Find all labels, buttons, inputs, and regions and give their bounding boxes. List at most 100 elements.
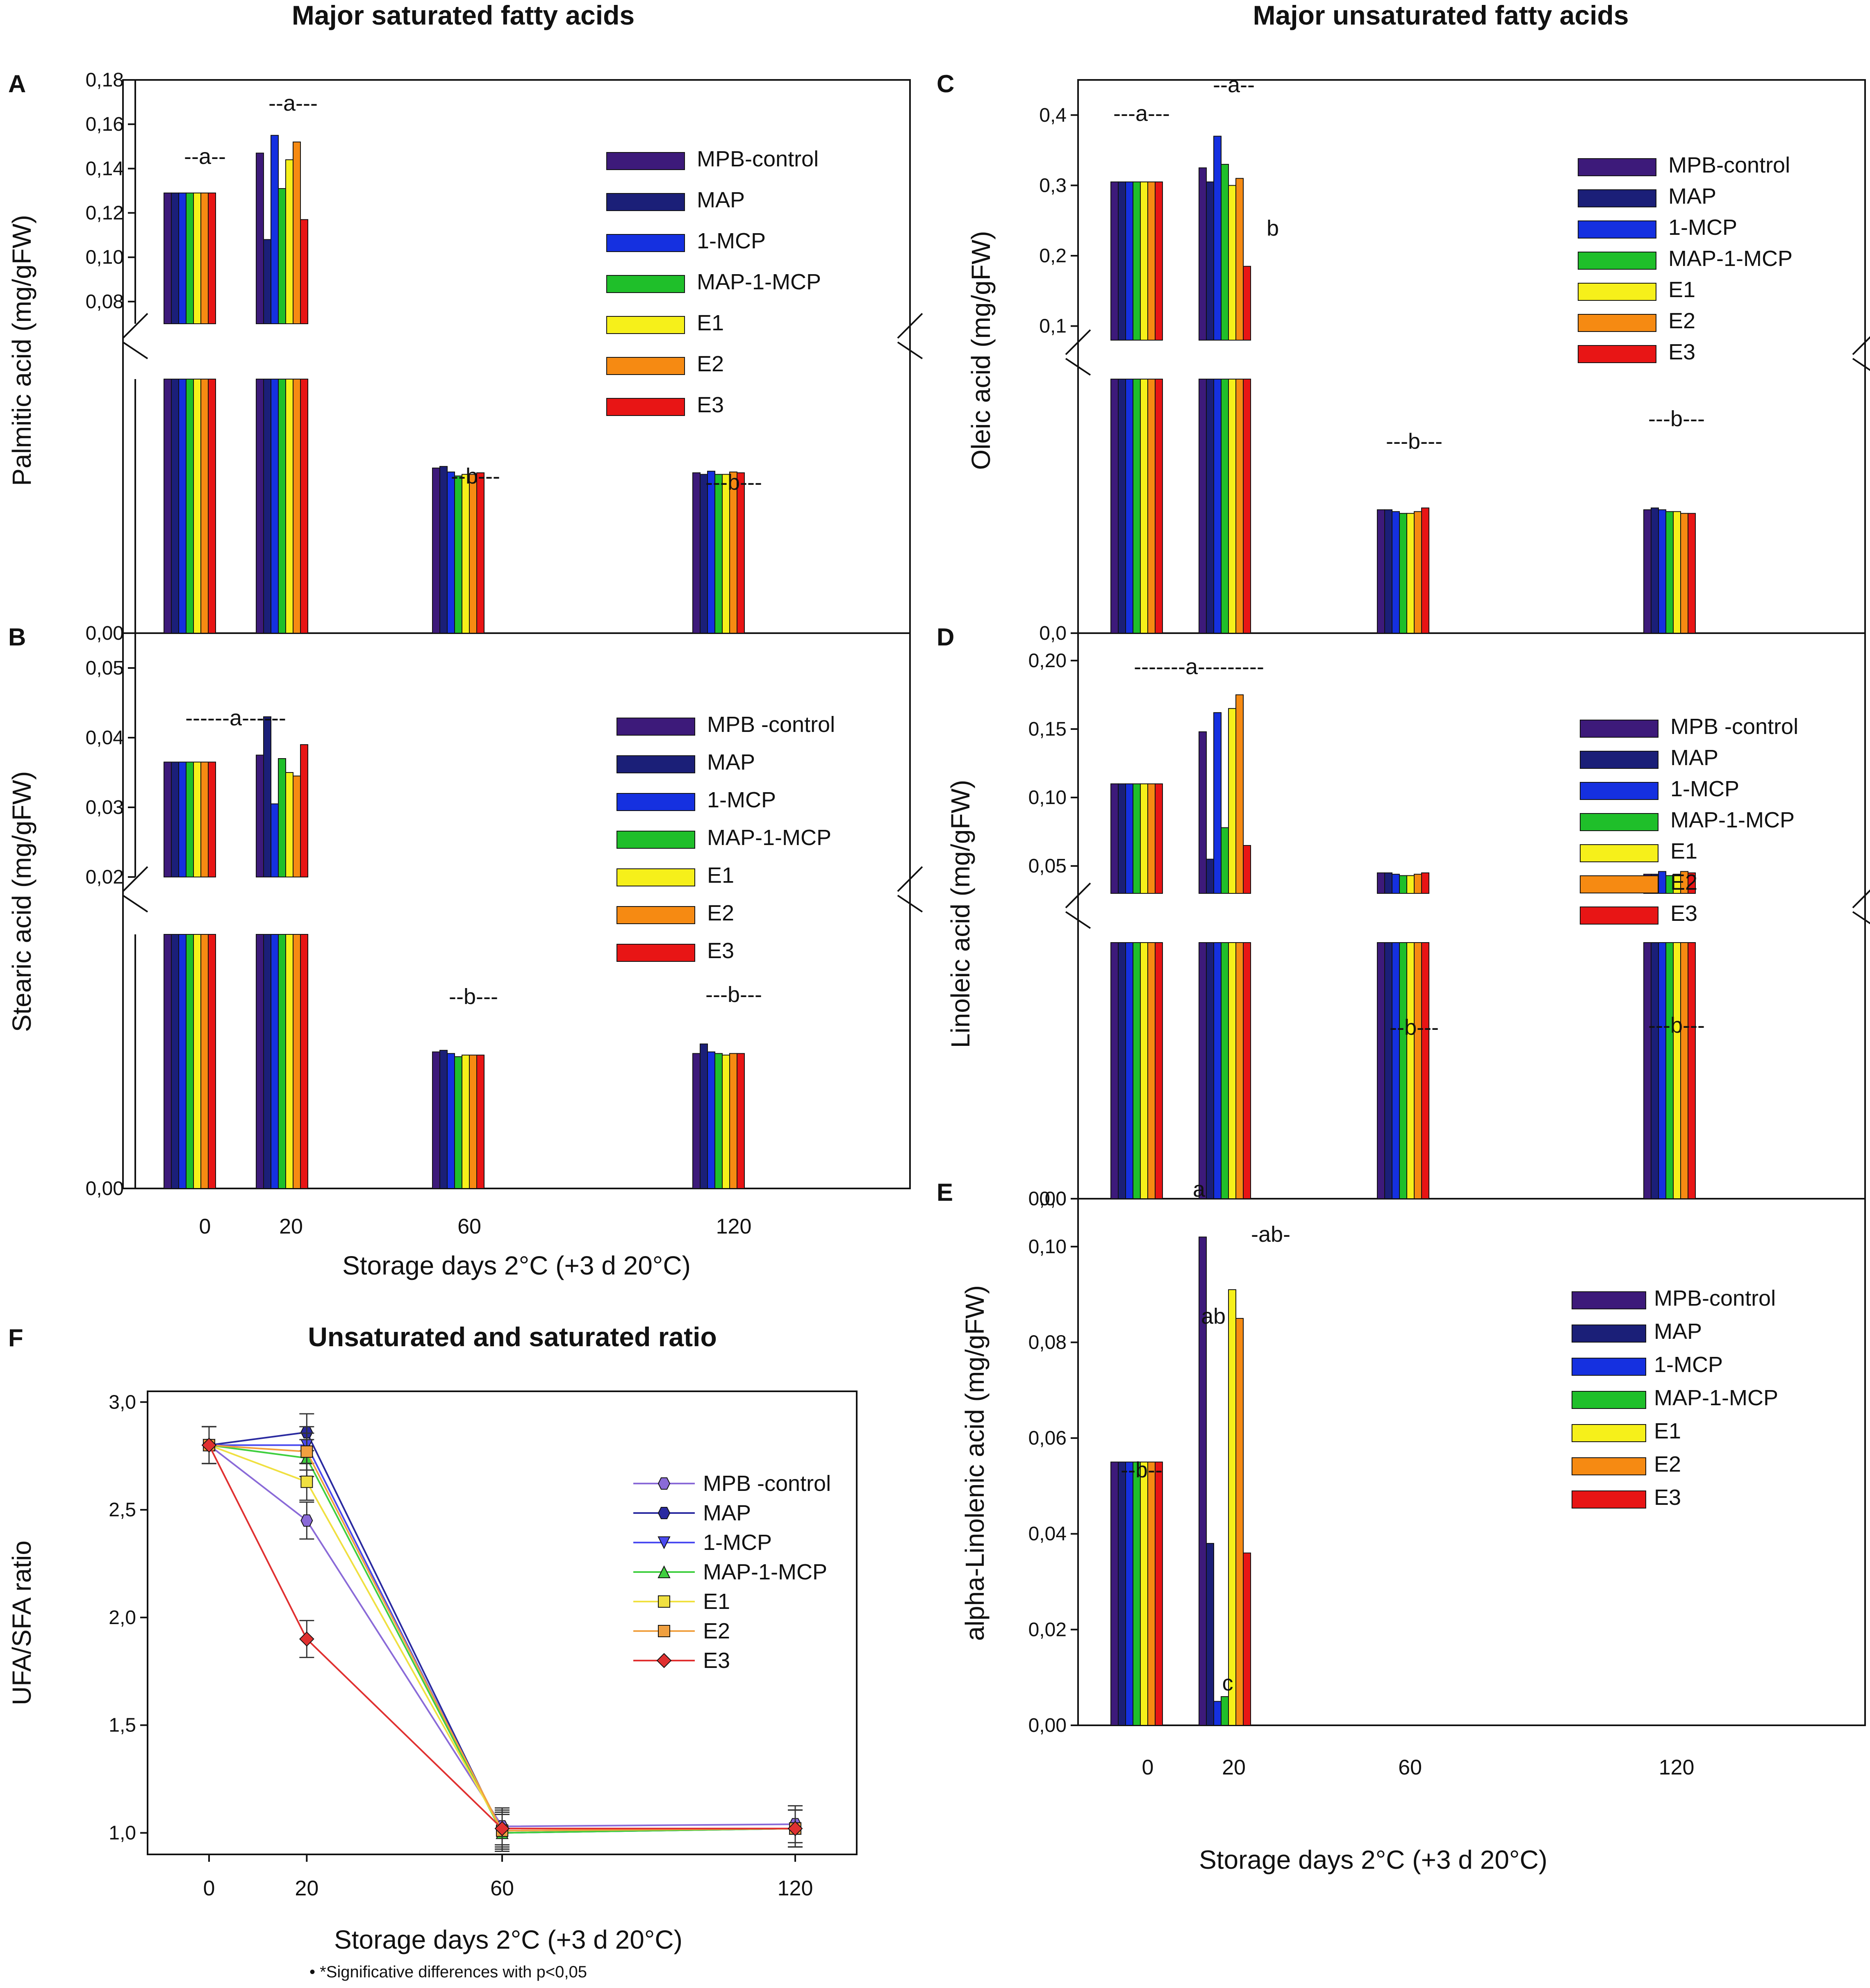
axis-break-mark [1852,911,1870,925]
bar [1399,942,1407,1199]
bar [439,466,448,634]
title-saturated: Major saturated fatty acids [292,0,635,30]
bar [1125,379,1133,634]
bar [1206,942,1214,1199]
plot-layer: 0,080,100,120,140,160,180,00--a----a----… [86,69,1870,1900]
bar [1421,942,1429,1199]
panel-c-y-tick-label: 0,0 [1039,623,1067,644]
panel-f-legend-label: MAP-1-MCP [703,1560,827,1584]
bar [707,1051,715,1189]
panel-f-y-tick-label: 2,0 [109,1607,136,1629]
panel-e-x-tick-label: 0 [1142,1756,1154,1779]
title-ratio: Unsaturated and saturated ratio [308,1322,717,1352]
bar [271,379,279,634]
bar [164,379,172,634]
bar [1110,783,1119,894]
bar [1651,507,1659,634]
bar [476,1054,485,1189]
bar [1680,942,1688,1199]
data-point [787,1821,803,1836]
bar [193,192,201,324]
bar [1658,509,1666,634]
panel-f-legend-label: E1 [703,1589,730,1614]
panel-d-y-tick-label: 0,10 [1028,787,1067,809]
bar [1133,181,1141,341]
bar [1147,1461,1156,1726]
bar [278,379,286,634]
bar [1235,694,1244,894]
axis-break-mark [1065,882,1091,909]
panel-c-legend-label: E2 [1668,309,1695,333]
bar [200,761,209,877]
panel-f-frame [147,1390,858,1855]
bar [469,474,477,634]
data-point [299,1631,314,1647]
panel-b-x-tick-label: 60 [457,1215,481,1238]
bar [1155,783,1163,894]
bar [476,472,485,634]
bar [186,934,194,1189]
bar [171,379,179,634]
panel-d-legend-label: MPB -control [1670,714,1798,739]
panel-label-a: A [8,70,26,98]
bar [1243,379,1251,634]
panel-c-y-tick-label: 0,1 [1039,316,1067,337]
legend-swatch [617,831,695,849]
bar [186,761,194,877]
bar [1118,379,1126,634]
panel-c-y-tick-label: 0,3 [1039,175,1067,196]
panel-a-ylabel: Palmitic acid (mg/gFW) [7,215,36,486]
panel-f-x-tick-label: 0 [203,1877,215,1900]
axis-break-mark [122,895,148,913]
bar [178,934,187,1189]
panel-f-y-tick-label: 3,0 [109,1391,136,1413]
legend-swatch [1572,1490,1646,1509]
series-line [208,1445,795,1829]
panel-d-significance-label: --b--- [1390,1015,1439,1040]
bar [1228,379,1236,634]
bar [1235,1318,1244,1726]
legend-swatch [1580,844,1658,862]
panel-e-y-tick-label: 0,04 [1028,1523,1067,1545]
legend-marker [657,1507,671,1519]
bar [692,472,701,634]
panel-e-y-tick-label: 0,00 [1028,1715,1067,1736]
bar [462,1054,470,1189]
axis-break-mark [122,866,148,892]
legend-swatch [1580,782,1658,800]
panel-e-significance-label: ab [1201,1304,1226,1329]
bar [1406,513,1415,634]
bar [1140,181,1148,341]
bar [293,379,301,634]
panel-d-significance-label: -------a--------- [1134,654,1264,679]
panel-f-ylabel: UFA/SFA ratio [7,1540,36,1705]
bar [1147,942,1156,1199]
panel-b-xlabel: Storage days 2°C (+3 d 20°C) [342,1251,691,1280]
panel-d-legend-label: 1-MCP [1670,777,1739,801]
bar [1421,872,1429,894]
panel-b-legend-label: E3 [707,938,734,963]
bar [200,379,209,634]
legend-swatch [617,755,695,773]
axis-break-mark [897,313,923,339]
bar [1399,875,1407,894]
bar [178,379,187,634]
panel-f-legend-label: E3 [703,1648,730,1673]
panel-e-legend-label: MAP [1654,1319,1702,1344]
bar [1125,181,1133,341]
footnote-text: *Significative differences with p<0,05 [320,1963,587,1981]
bar [737,472,745,634]
panel-e-significance-label: --b-- [1121,1458,1162,1482]
bar [263,379,271,634]
panel-e-significance-label: -ab- [1251,1222,1290,1247]
bar [1155,379,1163,634]
panel-a-y-tick-label: 0,18 [86,69,124,91]
bar [1228,185,1236,341]
panel-d-legend-label: E2 [1670,870,1697,895]
bar [285,934,293,1189]
panel-b-legend-label: MAP-1-MCP [707,825,831,850]
panel-label-e: E [937,1179,953,1206]
panel-b-y-tick-label: 0,02 [86,866,124,888]
panel-b-significance-label: ------a------ [185,706,286,730]
bar [1110,1461,1119,1726]
